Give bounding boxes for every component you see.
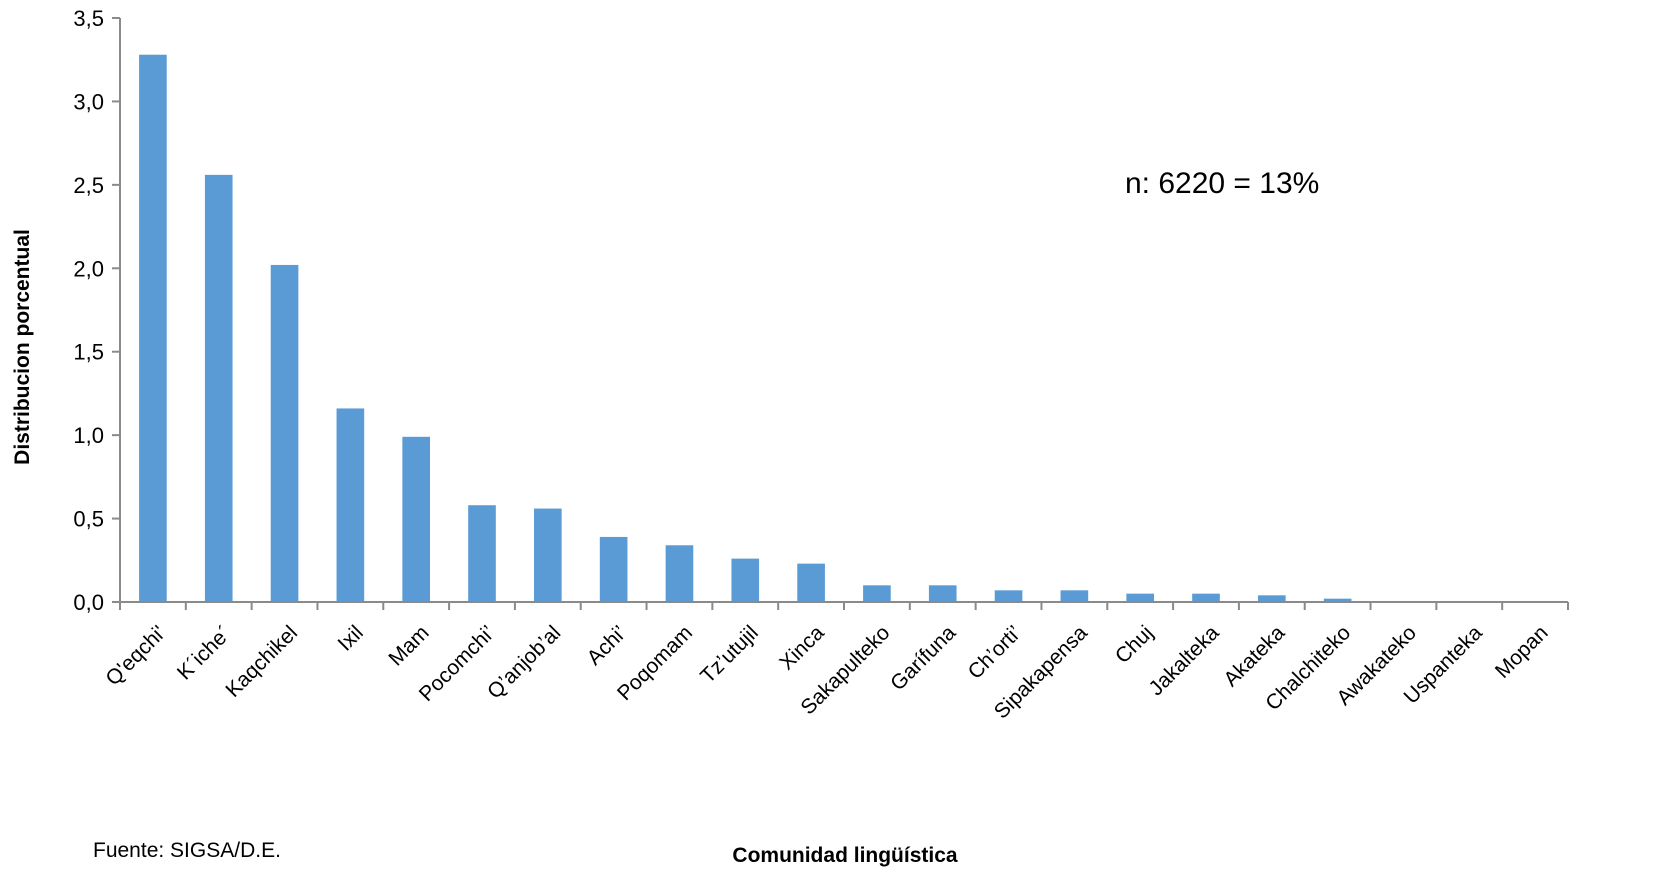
x-tick-label: Mopan xyxy=(1491,621,1553,683)
x-tick-label: Q'eqchi' xyxy=(101,621,170,690)
x-tick-label: Garífuna xyxy=(886,621,960,695)
bar xyxy=(994,590,1023,602)
bar xyxy=(336,408,365,602)
bar xyxy=(1257,595,1286,602)
bar xyxy=(1060,590,1089,602)
y-tick-label: 2,0 xyxy=(73,256,104,281)
sample-size-annotation: n: 6220 = 13% xyxy=(1125,167,1319,200)
bar xyxy=(204,174,233,603)
x-axis-ticks xyxy=(119,602,1569,610)
x-tick-label: Kaqchikel xyxy=(221,621,302,702)
x-tick-label: Xinca xyxy=(775,621,829,675)
y-tick-label: 1,0 xyxy=(73,423,104,448)
y-tick-label: 3,5 xyxy=(73,6,104,31)
bar xyxy=(1126,593,1155,602)
y-tick-label: 3,0 xyxy=(73,89,104,114)
y-tick-label: 1,5 xyxy=(73,340,104,365)
bar xyxy=(1192,593,1220,602)
bar xyxy=(928,585,957,602)
x-tick-label: Ixil xyxy=(333,621,367,655)
x-tick-label: Jakalteka xyxy=(1145,621,1224,700)
x-axis-tick-labels: Q'eqchi' K´iche´Kaqchikel Ixil MamPocomchi’… xyxy=(101,621,1552,723)
bar xyxy=(665,545,694,602)
x-tick-label: Tz’utujil xyxy=(696,621,763,688)
x-tick-label: K´iche´ xyxy=(173,621,236,684)
y-tick-label: 0,0 xyxy=(73,590,104,615)
x-tick-label: Chuj xyxy=(1111,621,1158,668)
x-tick-label: Mam xyxy=(384,621,433,670)
bar xyxy=(797,563,825,602)
x-tick-label: Achi’ xyxy=(583,621,631,669)
y-tick-label: 2,5 xyxy=(73,173,104,198)
bar xyxy=(139,54,167,603)
bars xyxy=(139,54,1352,603)
source-note: Fuente: SIGSA/D.E. xyxy=(93,839,281,862)
bar xyxy=(402,436,431,602)
bar xyxy=(533,508,562,602)
y-axis-label: Distribucion porcentual xyxy=(11,229,34,465)
bar xyxy=(1323,598,1352,602)
y-axis-ticks: 0,0 0,5 1,0 1,5 2,0 2,5 3,0 3,5 xyxy=(73,6,120,615)
x-axis-label: Comunidad lingüística xyxy=(732,844,957,867)
y-tick-label: 0,5 xyxy=(73,507,104,532)
bar xyxy=(468,505,496,602)
bar xyxy=(599,536,628,602)
bar xyxy=(270,264,299,602)
x-tick-label: Ch’orti’ xyxy=(964,621,1026,683)
bar xyxy=(731,558,760,602)
bar xyxy=(863,585,891,602)
